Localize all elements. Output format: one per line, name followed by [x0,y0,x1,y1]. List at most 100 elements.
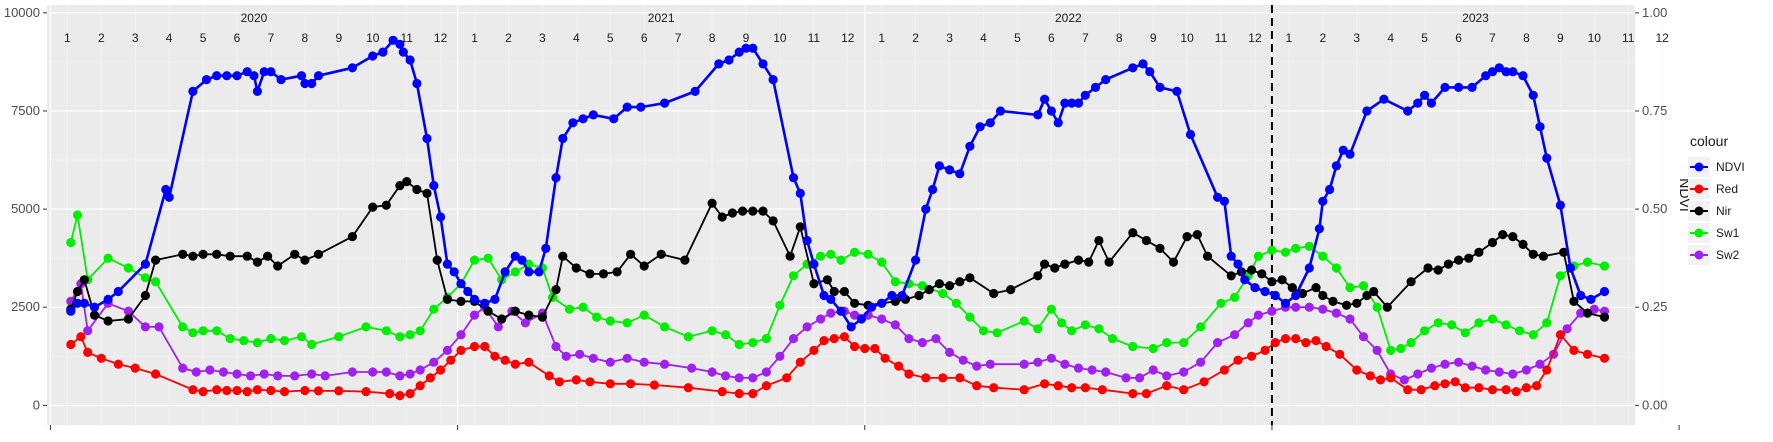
data-point [1335,349,1345,359]
data-point [965,141,975,151]
data-point [656,249,666,259]
data-point [1304,241,1314,251]
data-point [1311,336,1321,346]
data-point [1403,385,1413,395]
data-point [1280,247,1291,257]
data-point [1141,389,1151,399]
month-label: 11 [808,31,821,45]
data-point [1406,338,1416,348]
data-point [938,373,948,383]
data-point [510,359,520,369]
data-point [924,285,934,295]
data-point [1508,369,1518,379]
legend-key-point [1694,184,1704,194]
data-point [72,298,83,308]
data-point [734,373,744,383]
data-point [307,78,317,89]
data-point [1515,326,1525,336]
data-point [839,332,850,342]
data-point [1508,67,1518,77]
data-point [1372,345,1382,355]
data-point [1128,228,1138,238]
data-point [524,267,534,277]
data-point [734,339,744,350]
data-point [802,322,812,332]
data-point [266,67,276,77]
data-point [1067,98,1077,108]
data-point [775,300,785,310]
data-point [802,235,812,246]
data-point [951,298,962,308]
month-label: 4 [1387,31,1394,45]
data-point [415,365,425,375]
data-point [300,78,310,89]
month-label: 3 [946,31,953,45]
legend-label: Sw2 [1716,248,1740,262]
data-point [1555,330,1565,340]
month-label: 4 [980,31,987,45]
legend-label: NDVI [1716,160,1745,174]
y-left-tick-label: 2500 [11,299,40,314]
data-point [395,181,405,191]
plot-panel [47,5,1635,425]
data-point [609,114,619,124]
data-point [1345,283,1355,293]
data-point [1060,259,1070,269]
data-point [1060,98,1070,108]
data-point [412,78,422,89]
data-point [1247,265,1257,275]
data-point [279,387,290,397]
data-point [819,336,829,346]
data-point [188,385,198,395]
data-point [1006,285,1016,295]
data-point [639,357,649,367]
data-point [368,202,378,212]
data-point [313,386,324,396]
data-point [758,59,768,69]
data-point [273,261,283,271]
data-point [1033,271,1043,281]
data-point [456,296,466,306]
data-point [1569,296,1579,306]
data-point [1430,381,1440,391]
data-point [1487,314,1498,324]
data-point [748,206,758,216]
data-point [480,341,490,352]
data-point [113,286,123,297]
data-point [89,310,100,320]
series-line [70,333,1605,397]
data-point [1250,283,1260,293]
data-point [836,255,846,265]
data-point [178,363,188,373]
data-point [1460,328,1470,338]
data-point [1240,275,1250,285]
data-point [1576,290,1586,301]
data-point [300,255,310,265]
data-point [1382,302,1392,312]
data-point [140,290,150,301]
data-point [537,312,548,322]
data-point [232,369,242,379]
month-label: 6 [1455,31,1462,45]
data-point [955,373,965,383]
month-label: 10 [366,31,380,45]
data-point [1182,232,1192,242]
data-point [921,373,931,383]
month-label: 5 [200,31,207,45]
data-point [1420,326,1430,336]
month-label: 12 [434,31,448,45]
data-point [1474,247,1484,257]
data-point [1508,232,1518,242]
data-point [571,263,581,273]
data-point [660,359,670,369]
data-point [201,75,212,85]
data-point [79,275,89,285]
data-point [687,363,697,373]
data-point [1318,196,1328,206]
month-label: 12 [841,31,855,45]
data-point [958,355,968,365]
data-point [395,332,405,342]
data-point [1426,98,1436,108]
